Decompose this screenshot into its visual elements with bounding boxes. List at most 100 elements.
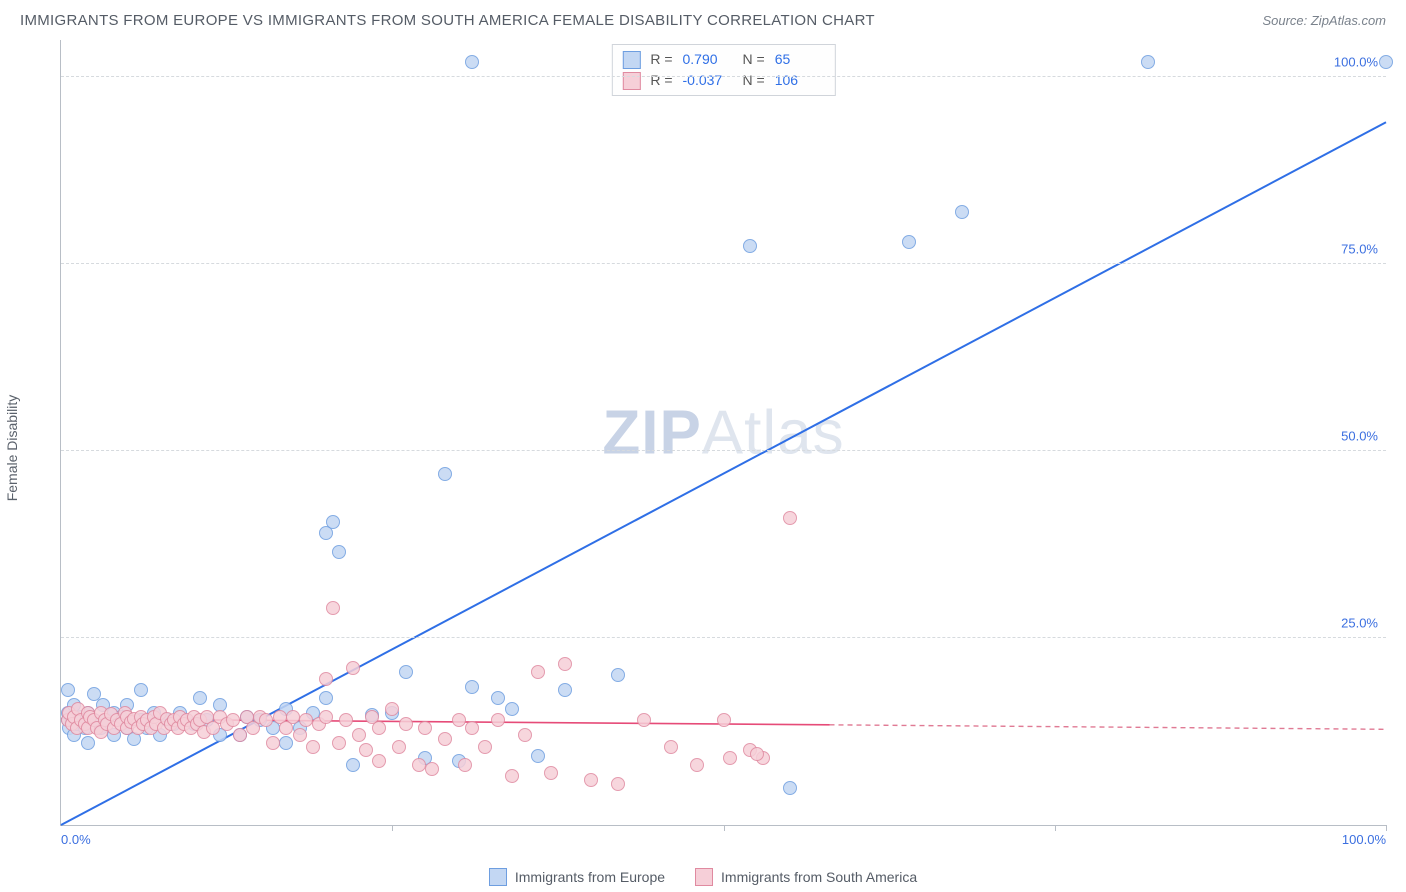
data-point-south_america — [723, 751, 737, 765]
legend-item: Immigrants from South America — [695, 868, 917, 886]
stats-r-label: R = — [650, 49, 672, 70]
gridline-h — [61, 637, 1386, 638]
data-point-south_america — [399, 717, 413, 731]
data-point-south_america — [438, 732, 452, 746]
data-point-south_america — [319, 710, 333, 724]
data-point-europe — [326, 515, 340, 529]
data-point-south_america — [412, 758, 426, 772]
stats-row-europe: R =0.790N =65 — [622, 49, 824, 70]
data-point-south_america — [491, 713, 505, 727]
data-point-south_america — [259, 713, 273, 727]
data-point-south_america — [372, 721, 386, 735]
stats-r-value: 0.790 — [683, 49, 733, 70]
data-point-europe — [319, 691, 333, 705]
chart-header: IMMIGRANTS FROM EUROPE VS IMMIGRANTS FRO… — [0, 0, 1406, 36]
x-axis-tick — [1055, 825, 1056, 831]
bottom-legend: Immigrants from Europe Immigrants from So… — [0, 868, 1406, 886]
data-point-south_america — [783, 511, 797, 525]
data-point-south_america — [326, 601, 340, 615]
data-point-south_america — [544, 766, 558, 780]
x-axis-tick — [392, 825, 393, 831]
data-point-south_america — [425, 762, 439, 776]
data-point-europe — [279, 736, 293, 750]
x-axis-tick — [724, 825, 725, 831]
data-point-europe — [399, 665, 413, 679]
x-tick-min: 0.0% — [61, 832, 91, 847]
y-axis-label: Female Disability — [4, 395, 20, 502]
data-point-south_america — [584, 773, 598, 787]
data-point-south_america — [339, 713, 353, 727]
data-point-europe — [61, 683, 75, 697]
data-point-europe — [491, 691, 505, 705]
data-point-europe — [955, 205, 969, 219]
data-point-south_america — [690, 758, 704, 772]
data-point-south_america — [385, 702, 399, 716]
data-point-europe — [531, 749, 545, 763]
data-point-south_america — [452, 713, 466, 727]
data-point-south_america — [346, 661, 360, 675]
stats-swatch-icon — [622, 72, 640, 90]
data-point-europe — [193, 691, 207, 705]
chart-title: IMMIGRANTS FROM EUROPE VS IMMIGRANTS FRO… — [20, 12, 875, 29]
chart-source: Source: ZipAtlas.com — [1262, 13, 1386, 28]
stats-r-value: -0.037 — [683, 70, 733, 91]
y-tick-label: 100.0% — [1334, 55, 1378, 70]
gridline-h — [61, 263, 1386, 264]
data-point-europe — [783, 781, 797, 795]
data-point-europe — [134, 683, 148, 697]
data-point-south_america — [226, 713, 240, 727]
data-point-south_america — [266, 736, 280, 750]
legend-label: Immigrants from South America — [721, 869, 917, 885]
data-point-europe — [465, 55, 479, 69]
data-point-south_america — [558, 657, 572, 671]
data-point-south_america — [505, 769, 519, 783]
stats-r-label: R = — [650, 70, 672, 91]
data-point-europe — [465, 680, 479, 694]
gridline-h — [61, 450, 1386, 451]
data-point-south_america — [372, 754, 386, 768]
y-tick-label: 25.0% — [1341, 616, 1378, 631]
data-point-europe — [558, 683, 572, 697]
data-point-south_america — [293, 728, 307, 742]
data-point-south_america — [306, 740, 320, 754]
gridline-h — [61, 76, 1386, 77]
data-point-south_america — [518, 728, 532, 742]
data-point-europe — [1141, 55, 1155, 69]
data-point-europe — [438, 467, 452, 481]
data-point-south_america — [664, 740, 678, 754]
trend-line — [830, 725, 1387, 729]
stats-n-value: 106 — [775, 70, 825, 91]
data-point-south_america — [233, 728, 247, 742]
stats-row-south_america: R = -0.037 N = 106 — [622, 70, 824, 91]
stats-swatch-icon — [622, 51, 640, 69]
data-point-south_america — [611, 777, 625, 791]
data-point-south_america — [637, 713, 651, 727]
data-point-south_america — [359, 743, 373, 757]
data-point-south_america — [717, 713, 731, 727]
data-point-europe — [346, 758, 360, 772]
chart-area: Female Disability ZIPAtlas R =0.790N =65… — [20, 40, 1386, 856]
legend-swatch-icon — [489, 868, 507, 886]
data-point-europe — [902, 235, 916, 249]
data-point-europe — [1379, 55, 1393, 69]
data-point-south_america — [332, 736, 346, 750]
x-tick-max: 100.0% — [1342, 832, 1386, 847]
x-axis-tick — [1386, 825, 1387, 831]
stats-n-label: N = — [743, 70, 765, 91]
data-point-south_america — [418, 721, 432, 735]
y-tick-label: 50.0% — [1341, 429, 1378, 444]
data-point-south_america — [392, 740, 406, 754]
stats-n-label: N = — [743, 49, 765, 70]
data-point-south_america — [750, 747, 764, 761]
data-point-south_america — [286, 710, 300, 724]
correlation-stats-box: R =0.790N =65R =-0.037N =106 — [611, 44, 835, 96]
data-point-south_america — [352, 728, 366, 742]
trend-lines — [61, 40, 1386, 825]
data-point-south_america — [299, 713, 313, 727]
plot-area: ZIPAtlas R =0.790N =65R =-0.037N =106 0.… — [60, 40, 1386, 826]
legend-item: Immigrants from Europe — [489, 868, 665, 886]
data-point-europe — [332, 545, 346, 559]
data-point-europe — [611, 668, 625, 682]
data-point-europe — [81, 736, 95, 750]
legend-label: Immigrants from Europe — [515, 869, 665, 885]
